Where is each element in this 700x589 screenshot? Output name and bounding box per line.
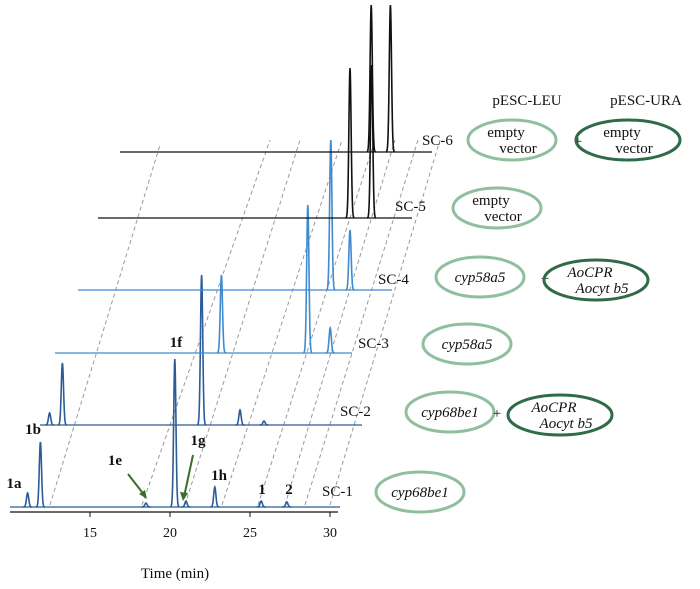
gene: cyp68be1 — [421, 405, 478, 421]
gene: AoCPR — [567, 265, 613, 281]
plasmid — [506, 393, 614, 437]
peak — [141, 502, 151, 508]
guide — [221, 139, 343, 506]
plasmid-header: pESC-LEU — [492, 93, 561, 109]
strain-label: SC-4 — [378, 272, 409, 288]
guide — [284, 139, 396, 506]
strain-label: SC-3 — [358, 336, 389, 352]
gene: cyp58a5 — [455, 270, 506, 286]
plasmid — [434, 255, 526, 299]
guide — [184, 139, 301, 506]
peak — [259, 420, 269, 426]
peak — [325, 325, 335, 354]
plasmid — [466, 118, 558, 162]
gene: vector — [484, 209, 521, 225]
strain-label: SC-1 — [322, 484, 353, 500]
strain-label: SC-2 — [340, 404, 371, 420]
plasmid — [451, 186, 543, 230]
peak-label: 2 — [285, 482, 293, 498]
gene: empty — [603, 125, 641, 141]
plasmid — [542, 258, 650, 302]
peak-label: 1e — [108, 453, 123, 469]
peak — [45, 411, 55, 426]
x-tick-label: 20 — [163, 526, 177, 541]
arrow-head — [139, 490, 147, 499]
peak — [282, 501, 292, 508]
arrow-head — [180, 492, 188, 501]
x-tick-label: 25 — [243, 526, 257, 541]
peak-label: 1a — [7, 476, 23, 492]
peak — [345, 229, 355, 291]
peak — [181, 500, 191, 508]
x-axis-label: Time (min) — [141, 566, 209, 582]
peak-label: 1g — [191, 433, 207, 449]
peak-label: 1b — [25, 422, 41, 438]
plasmid — [404, 390, 496, 434]
gene: Aocyt b5 — [575, 281, 629, 297]
peak — [256, 500, 266, 508]
gene: Aocyt b5 — [539, 416, 593, 432]
alignment-guides — [49, 139, 441, 506]
peak — [216, 274, 226, 354]
gene: AoCPR — [531, 400, 577, 416]
strain-label: SC-6 — [422, 133, 453, 149]
peak — [366, 4, 376, 153]
guide — [329, 139, 441, 506]
gene: empty — [487, 125, 525, 141]
peak — [170, 358, 180, 508]
peak — [345, 67, 355, 219]
plasmid — [374, 470, 466, 514]
x-tick-label: 30 — [323, 526, 337, 541]
peak — [23, 491, 33, 508]
plasmid — [574, 118, 682, 162]
gene: vector — [499, 141, 536, 157]
gene: vector — [615, 141, 652, 157]
peak-label: 1f — [170, 335, 184, 351]
plus: + — [493, 406, 501, 422]
plus: + — [574, 134, 582, 150]
arrow — [183, 454, 194, 498]
peak-label: 1h — [211, 468, 228, 484]
guide — [141, 139, 271, 506]
gene: cyp58a5 — [442, 337, 493, 353]
peak — [235, 408, 245, 426]
peak — [303, 204, 313, 354]
guide — [49, 144, 161, 506]
gene: cyp68be1 — [391, 485, 448, 501]
guide — [304, 139, 419, 506]
peak — [210, 485, 220, 508]
plasmid-header: pESC-URA — [610, 93, 682, 109]
peak — [196, 274, 207, 426]
peak-label: 1 — [258, 482, 266, 498]
peak — [326, 139, 336, 291]
guide — [257, 139, 376, 506]
strain-label: SC-5 — [395, 199, 426, 215]
peak — [57, 362, 67, 426]
x-tick-label: 15 — [83, 526, 97, 541]
gene: empty — [472, 193, 510, 209]
plasmid — [421, 322, 513, 366]
peak — [385, 4, 396, 153]
peak — [35, 441, 45, 508]
